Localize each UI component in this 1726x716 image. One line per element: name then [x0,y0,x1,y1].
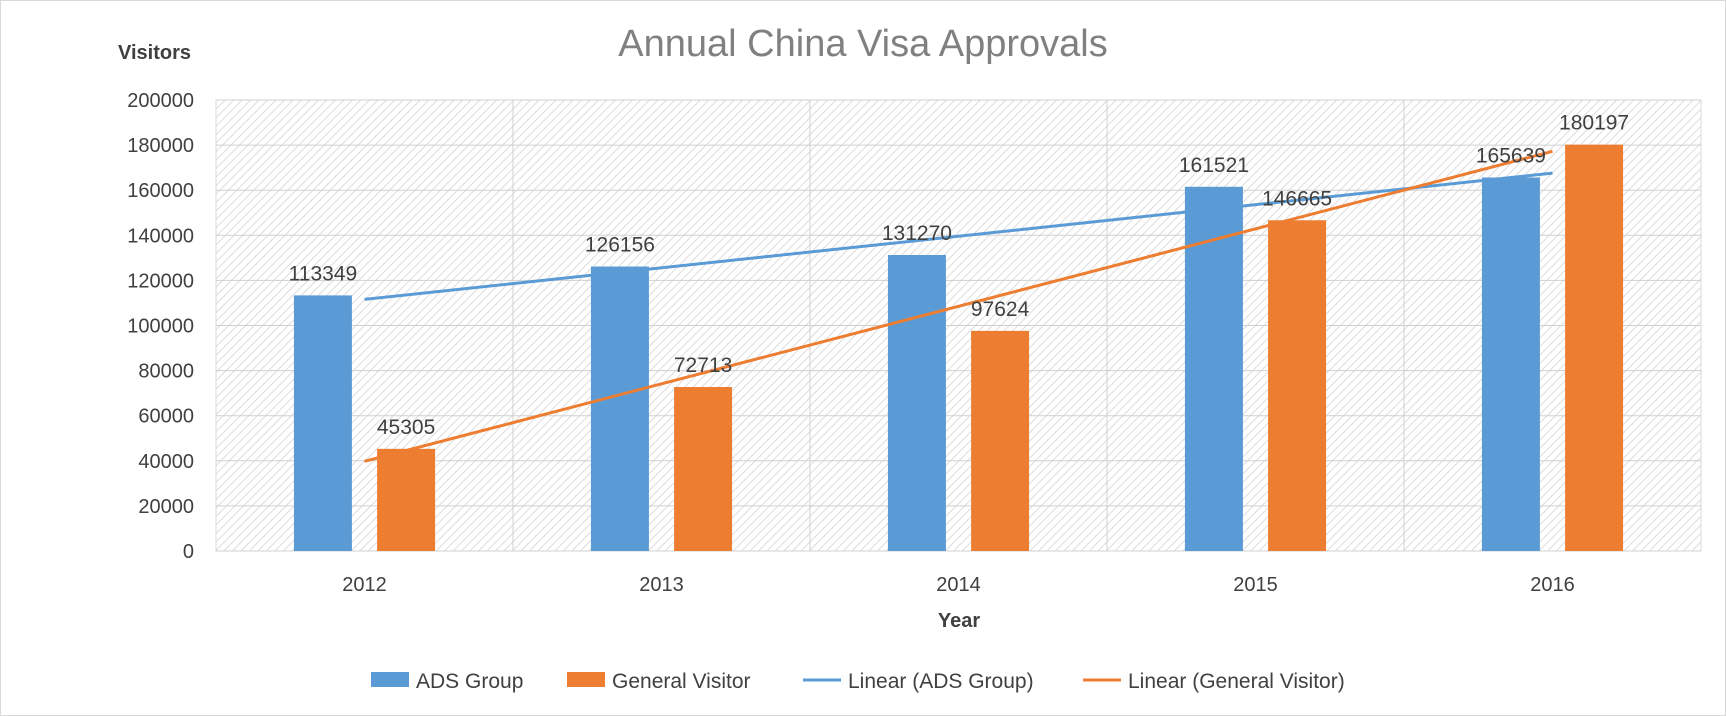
legend-swatch [567,672,605,687]
grid-lines [216,99,1701,552]
data-label: 146665 [1262,187,1332,210]
y-tick-label: 180000 [127,135,194,157]
bar-ads-group [590,266,649,551]
y-tick-label: 60000 [138,406,194,428]
data-label: 45305 [377,416,435,439]
y-tick-label: 200000 [127,90,194,112]
y-axis-ticks: 0 20000 40000 60000 80000 100000 120000 140000 1… [127,90,194,563]
chart-title: Annual China Visa Approvals [618,23,1107,65]
data-label: 131270 [882,222,952,245]
legend-label: General Visitor [612,670,751,693]
data-label: 165639 [1476,144,1546,167]
legend-label: Linear (General Visitor) [1128,670,1345,693]
bar-general-visitor [1268,220,1327,551]
data-label: 180197 [1559,112,1629,135]
x-axis-ticks: 2012 2013 2014 2015 2016 [342,574,1575,596]
bar-ads-group [887,254,946,551]
bar-general-visitor [674,387,733,551]
legend-swatch [371,672,409,687]
x-tick-label: 2014 [936,574,981,596]
y-tick-label: 80000 [138,361,194,383]
trendlines [364,149,1553,463]
data-label: 126156 [585,234,655,257]
legend: ADS Group General Visitor Linear (ADS Grou… [371,670,1345,693]
bar-ads-group [1184,186,1243,551]
bar-general-visitor [377,448,436,551]
trendline-ads-group [364,171,1553,301]
data-label: 161521 [1179,154,1249,177]
data-labels: 113349 126156 131270 161521 165639 45305 72713… [289,112,1629,439]
y-tick-label: 120000 [127,270,194,292]
y-tick-label: 140000 [127,225,194,247]
bar-general-visitor [971,330,1030,551]
y-axis-title: Visitors [118,42,191,64]
data-label: 72713 [674,354,732,377]
y-tick-label: 100000 [127,316,194,338]
data-label: 113349 [289,262,358,285]
x-tick-label: 2016 [1530,574,1575,596]
x-tick-label: 2015 [1233,574,1278,596]
legend-label: Linear (ADS Group) [848,670,1034,693]
bars [293,144,1624,551]
bar-general-visitor [1565,144,1624,551]
bar-ads-group [1481,177,1540,551]
x-axis-title: Year [938,610,980,632]
data-label: 97624 [971,298,1030,321]
y-tick-label: 0 [183,541,194,563]
y-tick-label: 20000 [138,496,194,518]
trendline-general-visitor [364,149,1553,463]
y-tick-label: 160000 [127,180,194,202]
x-tick-label: 2012 [342,574,387,596]
y-tick-label: 40000 [138,451,194,473]
x-tick-label: 2013 [639,574,684,596]
bar-ads-group [293,295,352,551]
legend-label: ADS Group [416,670,523,693]
